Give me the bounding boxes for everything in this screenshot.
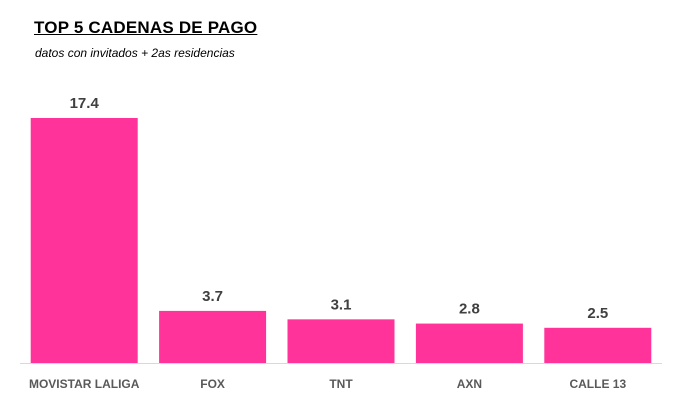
bars-group xyxy=(30,118,652,363)
value-label-0: 17.4 xyxy=(70,95,100,112)
category-label-2: TNT xyxy=(329,377,353,391)
bar-0 xyxy=(30,118,138,363)
chart-title: TOP 5 CADENAS DE PAGO xyxy=(34,18,258,37)
category-label-0: MOVISTAR LALIGA xyxy=(29,377,140,391)
bar-2 xyxy=(287,319,395,363)
value-label-4: 2.5 xyxy=(587,305,608,322)
category-label-4: CALLE 13 xyxy=(569,377,626,391)
category-labels-group: MOVISTAR LALIGA FOX TNT AXN CALLE 13 xyxy=(29,377,626,391)
bar-4 xyxy=(544,327,652,363)
value-label-1: 3.7 xyxy=(202,288,223,305)
bar-3 xyxy=(415,323,523,363)
value-label-2: 3.1 xyxy=(331,296,352,313)
category-label-1: FOX xyxy=(200,377,225,391)
chart-subtitle: datos con invitados + 2as residencias xyxy=(35,46,235,60)
category-label-3: AXN xyxy=(457,377,482,391)
value-labels-group: 17.4 3.7 3.1 2.8 2.5 xyxy=(70,95,609,322)
value-label-3: 2.8 xyxy=(459,301,480,318)
bar-1 xyxy=(159,310,267,363)
